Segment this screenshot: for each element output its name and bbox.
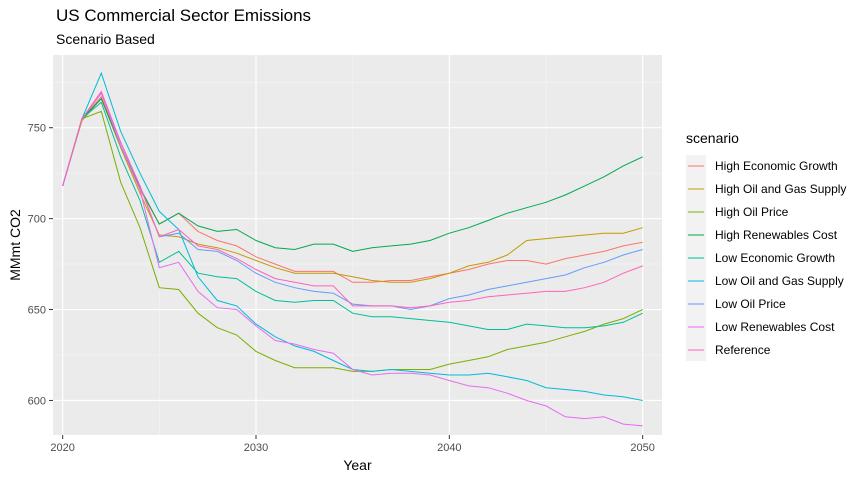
legend-label: High Oil and Gas Supply [715,182,846,196]
legend-label: High Renewables Cost [715,228,838,242]
chart-subtitle: Scenario Based [56,31,155,47]
x-axis: 2020 2030 2040 2050 [50,435,655,454]
chart-title: US Commercial Sector Emissions [56,6,312,25]
y-axis-title: MMmt CO2 [7,209,23,281]
series-line-high-oil-and-gas-supply [62,97,643,283]
legend-label: Low Oil Price [715,297,786,311]
series-line-high-oil-price [62,110,643,372]
plot-panel [53,55,662,435]
legend-label: High Oil Price [715,205,789,219]
major-gridlines [53,55,662,435]
x-axis-title: Year [343,457,372,473]
x-tick-label: 2020 [50,442,74,454]
legend-title: scenario [686,130,739,146]
y-tick-label: 700 [28,214,46,226]
x-tick-label: 2040 [437,442,461,454]
series-line-low-renewables-cost [62,92,643,427]
series-line-high-renewables-cost [62,97,643,252]
legend-label: Reference [715,343,771,357]
series-line-low-economic-growth [62,101,643,330]
y-tick-label: 750 [28,123,46,135]
legend-label: High Economic Growth [715,159,838,173]
x-tick-label: 2030 [244,442,268,454]
series-line-reference [62,90,643,309]
y-tick-label: 600 [28,395,46,407]
legend-label: Low Economic Growth [715,251,835,265]
x-tick-label: 2050 [630,442,654,454]
legend-label: Low Renewables Cost [715,320,835,334]
legend: scenario High Economic Growth High Oil an… [686,130,846,361]
series-lines [62,71,643,427]
y-axis: 600 650 700 750 [28,123,53,407]
y-tick-label: 650 [28,305,46,317]
legend-label: Low Oil and Gas Supply [715,274,844,288]
